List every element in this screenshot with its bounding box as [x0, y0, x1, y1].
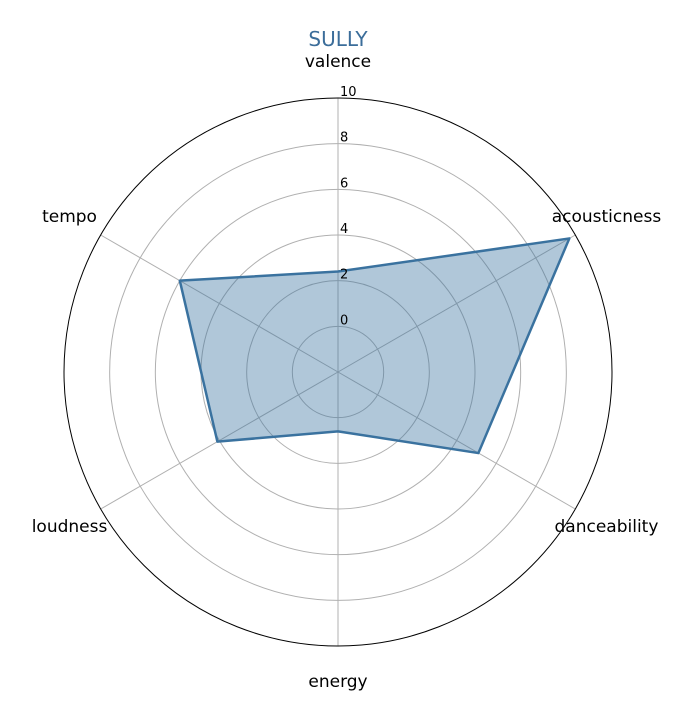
grid-spoke-2	[337, 371, 576, 510]
grid-spoke-1	[337, 234, 576, 373]
tick-label-8: 8	[340, 131, 348, 146]
series-area-0	[179, 238, 570, 454]
tick-label-2: 2	[340, 268, 348, 283]
axis-label-tempo: tempo	[42, 207, 97, 227]
axis-label-acousticness: acousticness	[552, 207, 662, 227]
tick-label-0: 0	[340, 313, 348, 328]
radar-series	[178, 237, 571, 455]
axis-label-energy: energy	[308, 672, 367, 692]
grid-spoke-5	[100, 234, 339, 373]
axis-label-loudness: loudness	[32, 517, 108, 537]
tick-label-6: 6	[340, 176, 348, 191]
tick-label-4: 4	[340, 222, 348, 237]
tick-label-10: 10	[340, 85, 357, 100]
radar-tick-labels: 0 2 4 6 8 10	[340, 85, 357, 328]
polar-frame	[63, 97, 613, 647]
axis-label-danceability: danceability	[555, 517, 659, 537]
axis-label-valence: valence	[305, 52, 371, 72]
chart-title: SULLY	[308, 27, 368, 51]
radar-axis-labels: valence acousticness danceability energy lou…	[32, 52, 662, 692]
